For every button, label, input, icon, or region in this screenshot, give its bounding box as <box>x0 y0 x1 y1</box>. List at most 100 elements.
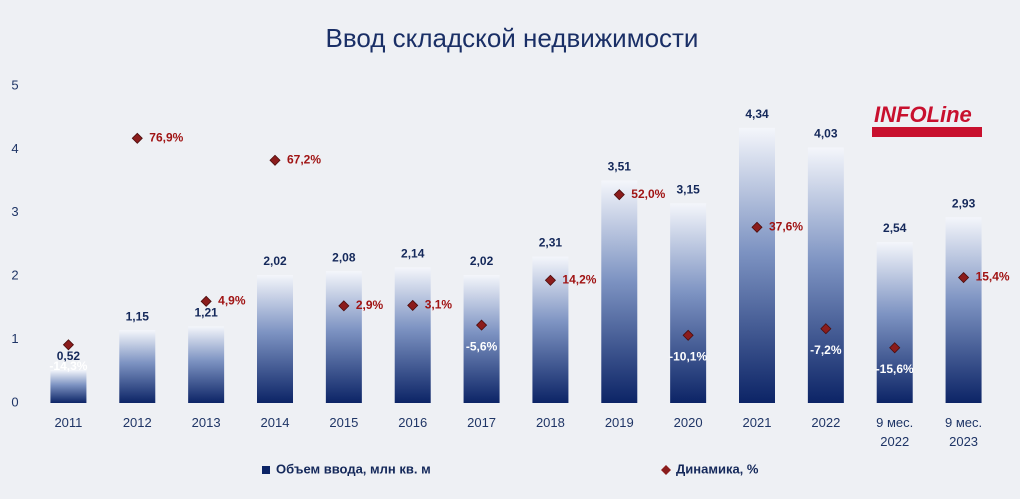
percent-label: 4,9% <box>218 294 246 308</box>
legend-swatch <box>262 466 270 474</box>
x-tick-line: 2020 <box>674 415 703 430</box>
diamond-marker <box>682 329 694 341</box>
diamond-marker <box>820 323 832 335</box>
diamond-marker <box>751 221 763 233</box>
logo-text: INFOLine <box>874 102 972 127</box>
x-tick-label: 2013 <box>192 415 221 430</box>
legend-label: Объем ввода, млн кв. м <box>276 461 431 476</box>
x-tick-label: 2012 <box>123 415 152 430</box>
x-tick-line: 2022 <box>880 434 909 449</box>
bar-value-label: 1,21 <box>194 305 218 319</box>
bar <box>188 326 225 403</box>
bar-value-label: 2,02 <box>470 254 494 268</box>
x-tick-line: 2014 <box>261 415 290 430</box>
x-tick-line: 2021 <box>743 415 772 430</box>
y-tick-label: 3 <box>11 204 18 219</box>
percent-label: -14,3% <box>49 359 87 373</box>
y-tick-label: 4 <box>11 141 18 156</box>
bar-value-label: 1,15 <box>126 309 150 323</box>
x-tick-label: 2020 <box>674 415 703 430</box>
x-tick-label: 2021 <box>743 415 772 430</box>
y-tick-label: 2 <box>11 268 18 283</box>
percent-label: 52,0% <box>631 187 665 201</box>
bar-value-label: 2,14 <box>401 246 425 260</box>
x-tick-line: 2016 <box>398 415 427 430</box>
x-tick-label: 2015 <box>329 415 358 430</box>
bar-value-label: 0,52 <box>57 349 81 363</box>
bar-value-label: 2,31 <box>539 236 563 250</box>
bar <box>325 271 362 403</box>
y-tick-label: 5 <box>11 77 18 92</box>
x-tick-label: 2019 <box>605 415 634 430</box>
x-tick-line: 2015 <box>329 415 358 430</box>
x-tick-line: 2012 <box>123 415 152 430</box>
legend-label: Динамика, % <box>676 461 759 476</box>
diamond-marker <box>131 132 143 144</box>
diamond-marker <box>476 319 488 331</box>
percent-label: -5,6% <box>466 339 498 353</box>
percent-label: 37,6% <box>769 219 803 233</box>
x-tick-line: 2013 <box>192 415 221 430</box>
bar <box>670 203 707 403</box>
bar <box>739 127 775 404</box>
percent-label: 3,1% <box>425 298 453 312</box>
chart-title: Ввод складской недвижимости <box>326 23 699 53</box>
bar-value-label: 3,51 <box>608 160 632 174</box>
bar <box>394 267 431 403</box>
logo: INFOLine <box>872 102 982 137</box>
x-tick-label: 9 мес. 2023 <box>945 415 982 449</box>
x-tick-line: 9 мес. <box>876 415 913 430</box>
y-tick-label: 1 <box>11 331 18 346</box>
x-tick-line: 2022 <box>811 415 840 430</box>
diamond-marker <box>269 154 281 166</box>
x-tick-label: 9 мес. 2022 <box>876 415 913 449</box>
diamond-marker <box>200 295 212 307</box>
diamond-marker <box>889 342 901 354</box>
diamond-marker <box>613 189 625 201</box>
x-tick-label: 2017 <box>467 415 496 430</box>
bar-value-label: 3,15 <box>676 182 700 196</box>
bar <box>50 370 87 403</box>
diamond-marker <box>958 271 970 284</box>
bar <box>601 180 638 403</box>
bar <box>463 274 500 403</box>
bar-value-label: 2,54 <box>883 221 907 235</box>
y-tick-label: 0 <box>11 394 18 409</box>
percent-label: -7,2% <box>810 343 842 357</box>
bar <box>119 330 156 403</box>
diamond-marker <box>407 299 419 311</box>
bar-value-label: 4,03 <box>814 127 838 141</box>
x-tick-line: 2017 <box>467 415 496 430</box>
percent-label: 15,4% <box>976 270 1010 284</box>
bar <box>945 217 982 403</box>
bar-value-label: 2,08 <box>332 250 356 264</box>
x-tick-label: 2014 <box>261 415 290 430</box>
percent-label: 67,2% <box>287 152 321 166</box>
x-tick-label: 2011 <box>54 415 82 430</box>
bar <box>807 147 844 403</box>
x-tick-label: 2018 <box>536 415 565 430</box>
x-tick-line: 2023 <box>949 434 978 449</box>
percent-label: 14,2% <box>562 272 596 286</box>
diamond-marker <box>544 274 556 286</box>
logo-band <box>872 127 982 137</box>
legend-swatch <box>661 465 671 475</box>
diamond-marker <box>62 339 74 351</box>
x-tick-label: 2016 <box>398 415 427 430</box>
x-tick-line: 2011 <box>54 415 82 430</box>
x-tick-line: 9 мес. <box>945 415 982 430</box>
percent-label: -15,6% <box>876 362 914 376</box>
bar <box>876 241 913 403</box>
bar-value-label: 2,02 <box>263 254 287 268</box>
diamond-marker <box>338 300 350 312</box>
percent-label: 2,9% <box>356 298 384 312</box>
percent-label: -10,1% <box>669 349 707 363</box>
bar-value-label: 4,34 <box>745 107 769 121</box>
x-tick-line: 2019 <box>605 415 634 430</box>
bar-value-label: 2,93 <box>952 196 976 210</box>
percent-label: 76,9% <box>149 130 183 144</box>
x-tick-line: 2018 <box>536 415 565 430</box>
x-tick-label: 2022 <box>811 415 840 430</box>
